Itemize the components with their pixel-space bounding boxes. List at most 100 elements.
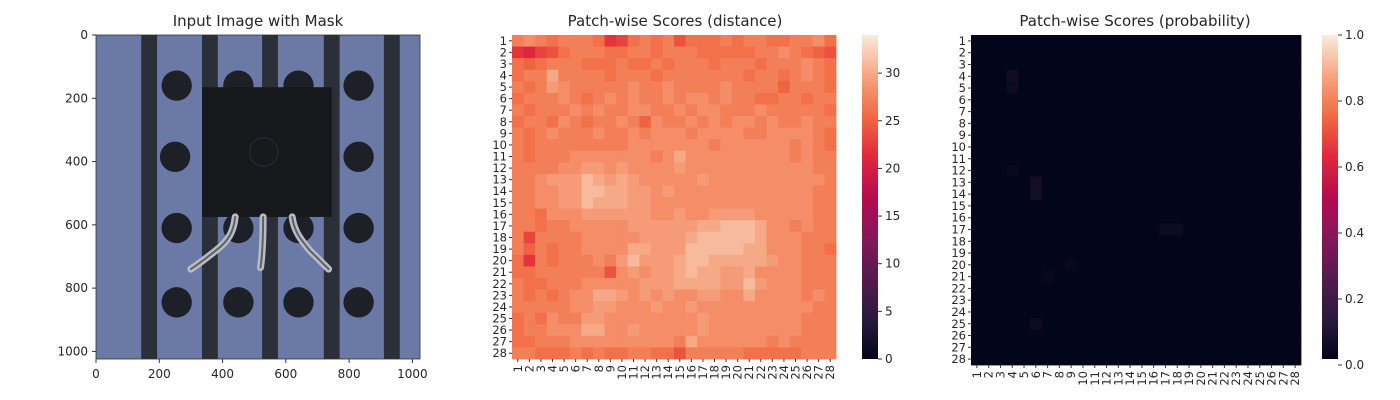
heatmap-cell <box>1194 282 1208 295</box>
heatmap-cell <box>1100 341 1113 354</box>
heatmap-cell <box>546 312 559 325</box>
heatmap-cell <box>627 58 640 71</box>
heatmap-cell <box>1218 258 1231 272</box>
heatmap-cell <box>697 220 710 233</box>
heatmap-cell <box>1112 141 1125 154</box>
heatmap-cell <box>1159 105 1172 118</box>
heatmap-cell <box>994 70 1007 83</box>
heatmap-cell <box>1006 93 1019 107</box>
heatmap-y-tick-label: 18 <box>492 231 507 245</box>
heatmap-cell <box>812 81 825 94</box>
heatmap-x-tick-label: 5 <box>557 365 571 372</box>
heatmap-cell <box>1183 82 1196 95</box>
heatmap-cell <box>1029 82 1043 95</box>
probability-heatmap-panel: Patch-wise Scores (probability) 12345678… <box>951 12 1364 386</box>
heatmap-cell <box>1206 329 1219 342</box>
heatmap-cell <box>697 254 710 267</box>
heatmap-cell <box>662 173 675 186</box>
heatmap-cell <box>1242 353 1255 366</box>
heatmap-cell <box>731 116 744 128</box>
heatmap-cell <box>1183 306 1196 319</box>
heatmap-cell <box>1171 211 1184 224</box>
image-hole <box>343 70 374 101</box>
heatmap-cell <box>708 104 721 117</box>
heatmap-cell <box>1053 200 1066 213</box>
heatmap-cell <box>569 81 582 94</box>
heatmap-x-tick-label: 3 <box>534 365 548 372</box>
heatmap-cell <box>639 243 652 256</box>
heatmap-cell <box>971 247 984 260</box>
heatmap-x-tick-label: 13 <box>650 365 664 380</box>
heatmap-cell <box>1253 270 1267 283</box>
heatmap-cell <box>1018 152 1031 166</box>
heatmap-cell <box>1147 306 1160 319</box>
heatmap-cell <box>778 254 791 267</box>
heatmap-cell <box>616 289 629 302</box>
heatmap-cell <box>616 243 629 256</box>
heatmap-cell <box>1077 341 1090 354</box>
heatmap-cell <box>731 104 744 117</box>
heatmap-cell <box>755 301 767 314</box>
heatmap-cell <box>1230 188 1243 201</box>
heatmap-cell <box>1088 152 1102 166</box>
heatmap-cell <box>512 116 524 128</box>
heatmap-cell <box>1289 341 1302 354</box>
heatmap-cell <box>604 35 617 47</box>
heatmap-cell <box>743 69 756 82</box>
heatmap-x-tick-label: 23 <box>1229 371 1243 386</box>
heatmap-cell <box>1159 35 1172 48</box>
heatmap-cell <box>1218 82 1231 95</box>
heatmap-cell <box>546 35 559 47</box>
heatmap-cell <box>1171 82 1184 95</box>
heatmap-cell <box>766 173 779 186</box>
heatmap-cell <box>1253 105 1267 118</box>
heatmap-cell <box>512 347 524 360</box>
heatmap-cell <box>1253 152 1267 166</box>
heatmap-cell <box>1265 70 1278 83</box>
heatmap-cell <box>1171 70 1184 83</box>
heatmap-cell <box>778 289 791 302</box>
heatmap-cell <box>627 127 640 140</box>
heatmap-cell <box>616 197 629 209</box>
heatmap-cell <box>778 347 791 360</box>
component-mark <box>248 137 279 167</box>
heatmap-y-tick-label: 5 <box>500 80 507 94</box>
heatmap-cell <box>1053 306 1066 319</box>
heatmap-cell <box>1171 270 1184 283</box>
heatmap-cell <box>674 289 686 302</box>
heatmap-cell <box>1159 117 1172 130</box>
colorbar-tick-label: 30 <box>885 66 900 80</box>
heatmap-cell <box>1194 294 1208 307</box>
heatmap-cell <box>697 58 710 71</box>
heatmap-y-tick-label: 18 <box>951 234 966 248</box>
image-hole <box>343 287 374 318</box>
heatmap-cell <box>971 129 984 142</box>
heatmap-cell <box>627 289 640 302</box>
heatmap-cell <box>616 185 629 198</box>
heatmap-cell <box>1265 258 1278 272</box>
heatmap-cell <box>1265 82 1278 95</box>
heatmap-cell <box>720 197 733 209</box>
heatmap-x-tick-label: 13 <box>1111 371 1125 386</box>
heatmap-cell <box>1077 247 1090 260</box>
heatmap-cell <box>697 69 710 82</box>
heatmap-cell <box>650 58 663 71</box>
heatmap-cell <box>1289 35 1302 48</box>
heatmap-cell <box>685 301 698 314</box>
heatmap-cell <box>982 211 995 224</box>
heatmap-y-tick-label: 4 <box>959 69 966 83</box>
heatmap-cell <box>1206 258 1219 272</box>
heatmap-cell <box>1124 329 1137 342</box>
heatmap-cell <box>731 92 744 105</box>
heatmap-cell <box>743 185 756 198</box>
heatmap-cell <box>731 69 744 82</box>
heatmap-cell <box>1029 105 1043 118</box>
heatmap-cell <box>812 197 825 209</box>
heatmap-cell <box>982 117 995 130</box>
heatmap-cell <box>1253 247 1267 260</box>
heatmap-cell <box>789 69 802 82</box>
heatmap-cell <box>650 92 663 105</box>
heatmap-cell <box>1277 306 1290 319</box>
heatmap-cell <box>1041 317 1054 331</box>
heatmap-cell <box>766 58 779 71</box>
